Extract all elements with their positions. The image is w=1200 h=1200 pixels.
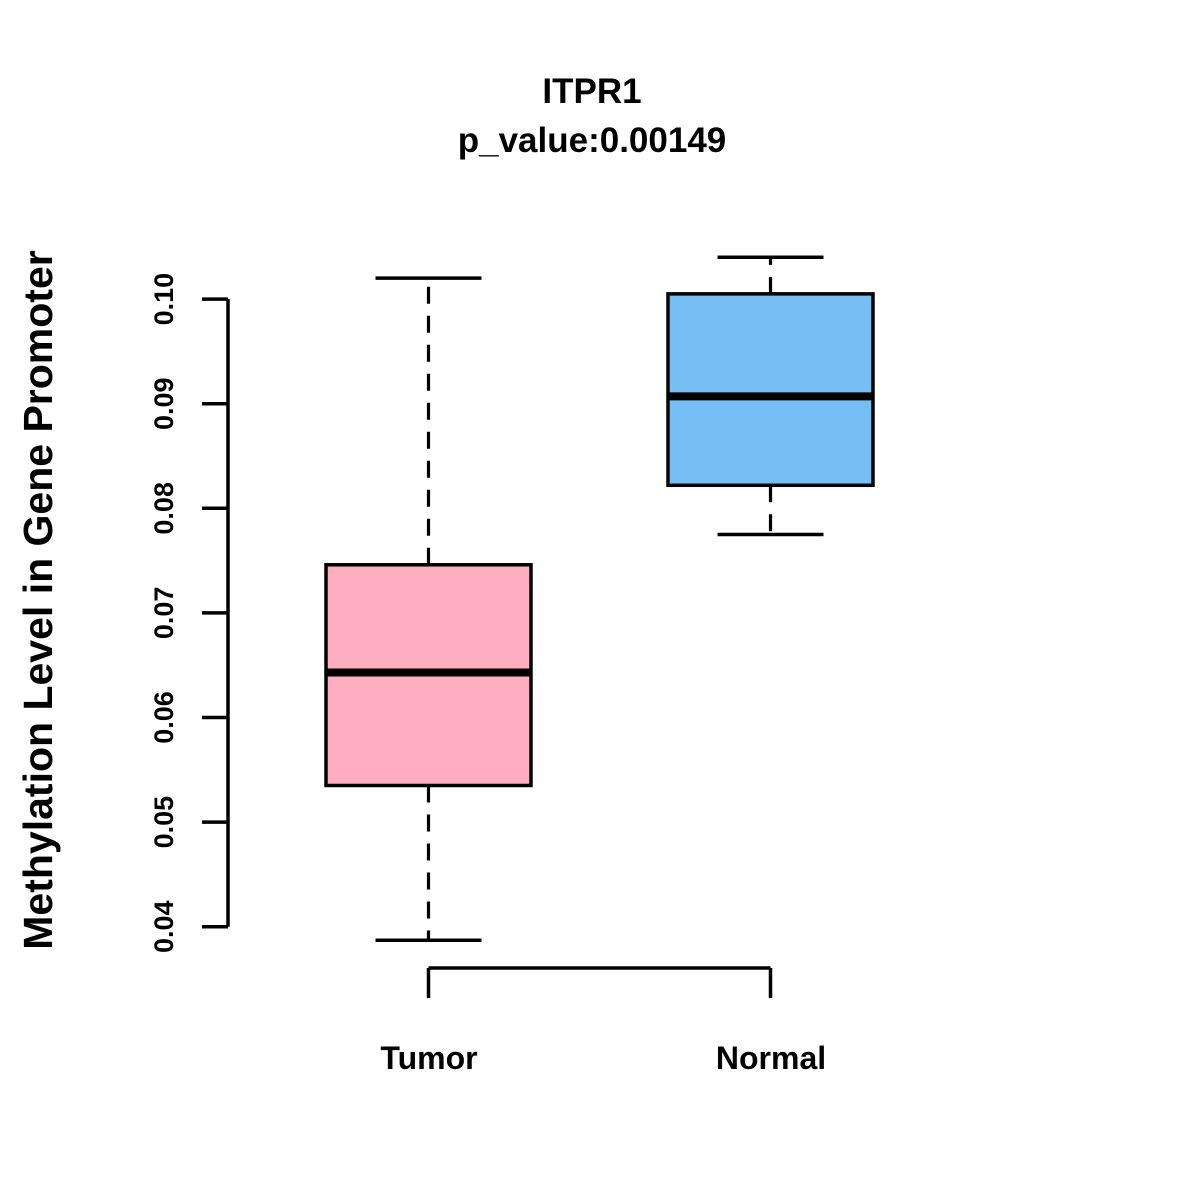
y-tick-label: 0.05 (149, 796, 179, 849)
chart-title: ITPR1 (542, 72, 642, 111)
y-tick-label: 0.04 (149, 900, 179, 953)
y-tick-label: 0.06 (149, 691, 179, 744)
y-tick-label: 0.10 (149, 273, 179, 326)
y-tick-label: 0.07 (149, 587, 179, 640)
y-tick-label: 0.08 (149, 482, 179, 535)
y-tick-label: 0.09 (149, 377, 179, 430)
x-category-label-normal: Normal (715, 1040, 827, 1076)
x-category-label-tumor: Tumor (380, 1040, 478, 1076)
chart-subtitle: p_value:0.00149 (457, 121, 727, 160)
box-normal (666, 292, 875, 488)
